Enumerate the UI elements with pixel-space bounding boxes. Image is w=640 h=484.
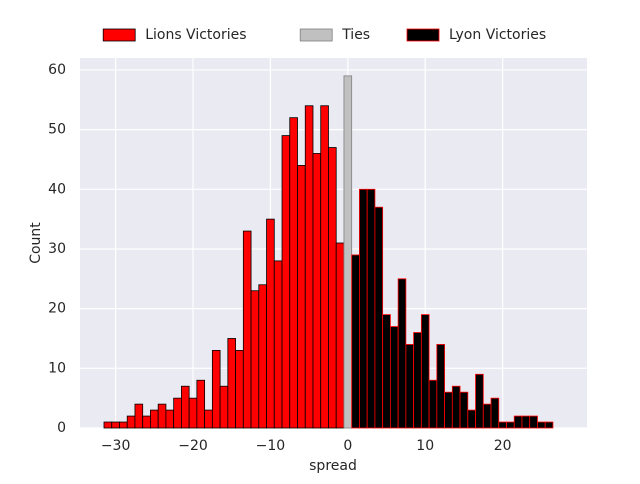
bar: [297, 165, 306, 429]
legend-label: Lions Victories: [145, 27, 246, 43]
bars: [103, 75, 554, 429]
bar: [351, 254, 360, 429]
bar: [273, 260, 283, 429]
bar: [382, 314, 391, 429]
bar: [475, 373, 484, 429]
legend-label: Lyon Victories: [449, 27, 546, 43]
bar: [359, 188, 368, 429]
bar: [343, 75, 353, 429]
bar: [111, 421, 120, 429]
bar: [529, 415, 538, 429]
bar: [405, 344, 415, 429]
legend: Lions Victories Ties Lyon Victories: [102, 27, 546, 43]
bar: [328, 147, 337, 429]
legend-swatch: [406, 28, 440, 42]
bar: [126, 415, 136, 429]
x-axis-label: spread: [309, 458, 357, 474]
y-tick-label: 0: [57, 420, 66, 436]
bar: [335, 242, 345, 429]
bar: [165, 409, 175, 429]
bar: [436, 344, 445, 429]
bar: [467, 409, 476, 429]
bar: [142, 415, 151, 429]
bar: [150, 409, 159, 429]
bar: [289, 117, 298, 429]
bar: [428, 379, 438, 429]
bar: [506, 421, 515, 429]
legend-swatch: [299, 28, 333, 42]
x-tick-label: 10: [416, 438, 434, 454]
x-tick-label: 20: [494, 438, 512, 454]
legend-swatch: [102, 28, 136, 42]
bar: [498, 421, 507, 429]
bar: [490, 397, 500, 429]
bar: [521, 415, 531, 429]
bar: [204, 409, 213, 429]
y-tick-label: 10: [48, 360, 66, 376]
bar: [103, 421, 113, 429]
bar: [366, 188, 376, 429]
bar: [374, 206, 384, 429]
bar: [281, 135, 291, 429]
bar: [180, 385, 190, 429]
bar: [219, 385, 229, 429]
bar: [544, 421, 554, 429]
bar: [227, 338, 236, 429]
bar: [119, 421, 128, 429]
x-tick-label: −10: [256, 438, 286, 454]
bar: [389, 326, 399, 429]
bar: [420, 314, 430, 429]
bar: [513, 415, 523, 429]
bar: [242, 230, 252, 429]
bar: [312, 153, 322, 429]
bar: [266, 218, 275, 429]
bar: [235, 350, 244, 429]
bar: [134, 403, 144, 429]
bar: [304, 105, 314, 429]
bar: [250, 290, 260, 429]
bar: [211, 350, 221, 429]
x-tick-label: −30: [101, 438, 131, 454]
bar: [188, 397, 198, 429]
y-axis-label: Count: [28, 222, 44, 264]
y-tick-label: 50: [48, 122, 66, 138]
bar: [459, 391, 469, 429]
labels: −30 −20 −10 0 10 20 0 10 20 30 40 50 60: [48, 62, 511, 454]
bar: [413, 332, 422, 429]
bar: [451, 385, 461, 429]
y-tick-label: 20: [48, 301, 66, 317]
y-tick-label: 60: [48, 62, 66, 78]
bar: [537, 421, 546, 429]
legend-label: Ties: [341, 27, 370, 43]
x-tick-label: −20: [178, 438, 208, 454]
bar: [397, 278, 407, 429]
bar: [258, 284, 267, 429]
bar: [157, 403, 167, 429]
bar: [444, 391, 453, 429]
y-tick-label: 30: [48, 241, 66, 257]
bar: [482, 403, 492, 429]
y-tick-label: 40: [48, 181, 66, 197]
bar: [196, 379, 206, 429]
bar: [320, 105, 329, 429]
x-tick-label: 0: [343, 438, 352, 454]
bar: [173, 397, 182, 429]
